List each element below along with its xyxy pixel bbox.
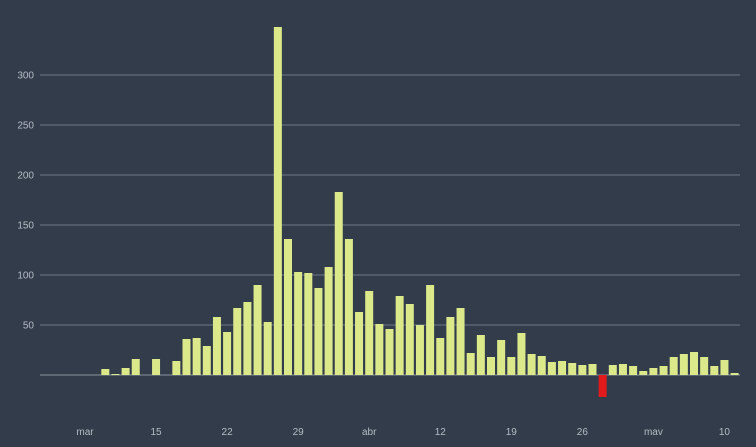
bar [334, 192, 343, 375]
bars [101, 27, 739, 397]
bar [629, 366, 638, 375]
bar [679, 354, 688, 375]
bar [649, 368, 658, 375]
bar [243, 302, 252, 375]
bar [324, 267, 333, 375]
bar [690, 352, 698, 375]
y-tick-label: 50 [23, 321, 35, 332]
y-tick-label: 150 [17, 221, 34, 232]
x-tick-label: 29 [293, 427, 305, 438]
y-axis-ticks: 50 100 150 200 250 300 [17, 71, 34, 332]
bar [385, 329, 394, 375]
bar [284, 239, 292, 375]
bar [558, 361, 567, 375]
bar [466, 353, 475, 375]
bar [659, 366, 668, 375]
bar [598, 375, 607, 397]
bar [588, 364, 597, 375]
bar [375, 324, 384, 375]
bar [446, 317, 455, 375]
bar [537, 356, 546, 375]
bar [720, 360, 729, 375]
bar [131, 359, 140, 375]
x-tick-label: 22 [222, 427, 234, 438]
bar [415, 325, 424, 375]
bar [517, 333, 526, 375]
bar [202, 346, 211, 375]
bar [700, 357, 709, 375]
bar [497, 340, 506, 375]
bar [436, 338, 445, 375]
bar [608, 365, 617, 375]
x-tick-label: 26 [577, 427, 589, 438]
bar [395, 296, 404, 375]
x-tick-label: 15 [150, 427, 162, 438]
x-tick-label: mav [644, 427, 663, 438]
x-tick-label: 10 [719, 427, 731, 438]
x-tick-label: 12 [435, 427, 447, 438]
bar [304, 273, 313, 375]
bar [223, 332, 232, 375]
bar [172, 361, 181, 375]
x-axis-ticks: mar 15 22 29 abr 12 19 26 mav 10 [76, 427, 730, 438]
bar [253, 285, 262, 375]
bar [101, 369, 110, 375]
bar [578, 365, 587, 375]
y-tick-label: 200 [17, 171, 34, 182]
bar [355, 312, 364, 375]
bar [263, 322, 272, 375]
bar [365, 291, 374, 375]
bar [111, 374, 120, 375]
bar [212, 317, 221, 375]
bar [669, 357, 678, 375]
y-tick-label: 250 [17, 121, 34, 132]
bar [487, 357, 495, 375]
bar [507, 357, 516, 375]
bar [192, 338, 201, 375]
bar [405, 304, 414, 375]
bar [121, 368, 130, 375]
bar [152, 359, 161, 375]
x-tick-label: 19 [506, 427, 518, 438]
bar [568, 363, 577, 375]
bar [639, 371, 648, 375]
bar [314, 288, 323, 375]
bar [273, 27, 282, 375]
bar [426, 285, 435, 375]
bar [233, 308, 242, 375]
bar [710, 366, 719, 375]
bar [294, 272, 303, 375]
y-tick-label: 300 [17, 71, 34, 82]
bar [456, 308, 465, 375]
x-tick-label: mar [76, 427, 94, 438]
y-tick-label: 100 [17, 271, 34, 282]
x-tick-label: abr [362, 427, 377, 438]
bar [527, 354, 536, 375]
bar [182, 339, 191, 375]
bar [547, 362, 556, 375]
bar [730, 373, 739, 375]
bar [344, 239, 353, 375]
bar [618, 364, 627, 375]
bar [476, 335, 485, 375]
